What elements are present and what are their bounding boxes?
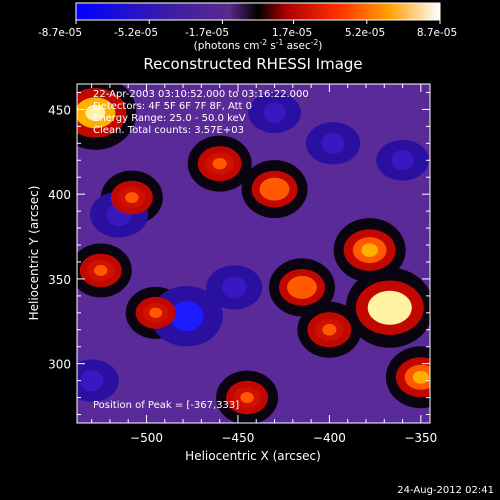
axis-ticks xyxy=(77,84,430,423)
source-core xyxy=(361,243,378,257)
source-core xyxy=(94,264,108,276)
plot-timestamp: 24-Aug-2012 02:41 xyxy=(397,485,494,496)
chart-title: Reconstructed RHESSI Image xyxy=(143,55,362,73)
colorbar-tick-label: -5.2e-05 xyxy=(114,27,158,39)
cool-region-core xyxy=(170,301,204,332)
plot-frame xyxy=(76,83,431,424)
y-tick-label: 450 xyxy=(48,103,71,117)
source-core xyxy=(267,183,282,196)
x-tick-label: −450 xyxy=(221,431,254,445)
source-core xyxy=(240,392,254,404)
heatmap-sources xyxy=(77,84,430,423)
source-core xyxy=(412,370,429,384)
source-core xyxy=(294,281,310,294)
colorbar-ticks xyxy=(75,20,441,24)
x-tick-label: −400 xyxy=(313,431,346,445)
cool-region-core xyxy=(321,132,345,154)
x-tick-label: −350 xyxy=(404,431,437,445)
colorbar-tick-label: -8.7e-05 xyxy=(38,27,82,39)
annotation-time-range: 22-Apr-2003 03:10:52.000 to 03:16:22.000 xyxy=(93,89,309,100)
annotation-total-counts: Clean. Total counts: 3.57E+03 xyxy=(93,125,244,136)
colorbar-tick-label: 5.2e-05 xyxy=(345,27,385,39)
y-tick-label: 400 xyxy=(48,188,71,202)
annotation-energy-range: Energy Range: 25.0 - 50.0 keV xyxy=(93,113,246,124)
source-core xyxy=(149,307,163,319)
y-tick-label: 300 xyxy=(48,358,71,372)
axis-tick-labels: −500 −450 −400 −350 300 350 400 450 xyxy=(48,103,437,445)
source-core xyxy=(378,298,401,317)
source-core xyxy=(85,104,106,121)
annotation-peak-position: Position of Peak = [-367,333] xyxy=(93,400,239,411)
colorbar-scale xyxy=(75,2,441,21)
colorbar: -8.7e-05 -5.2e-05 -1.7e-05 1.7e-05 5.2e-… xyxy=(38,2,457,52)
source-core xyxy=(322,324,337,336)
colorbar-unit: (photons cm-2 s-1 asec-2) xyxy=(194,38,323,52)
x-axis-title: Heliocentric X (arcsec) xyxy=(185,449,321,463)
colorbar-tick-label: 8.7e-05 xyxy=(417,27,457,39)
source-core xyxy=(212,157,227,170)
y-axis-title: Heliocentric Y (arcsec) xyxy=(27,186,41,321)
cool-region-core xyxy=(222,276,247,299)
colorbar-tick-label: -1.7e-05 xyxy=(185,27,229,39)
x-tick-label: −500 xyxy=(130,431,163,445)
y-tick-label: 350 xyxy=(48,273,71,287)
source-core xyxy=(125,192,139,204)
colorbar-tick-label: 1.7e-05 xyxy=(272,27,312,39)
annotation-detectors: Detectors: 4F 5F 6F 7F 8F, Att 0 xyxy=(93,101,252,112)
cool-region-core xyxy=(391,150,414,171)
cool-region-core xyxy=(79,370,104,392)
cool-region-core xyxy=(263,102,286,123)
